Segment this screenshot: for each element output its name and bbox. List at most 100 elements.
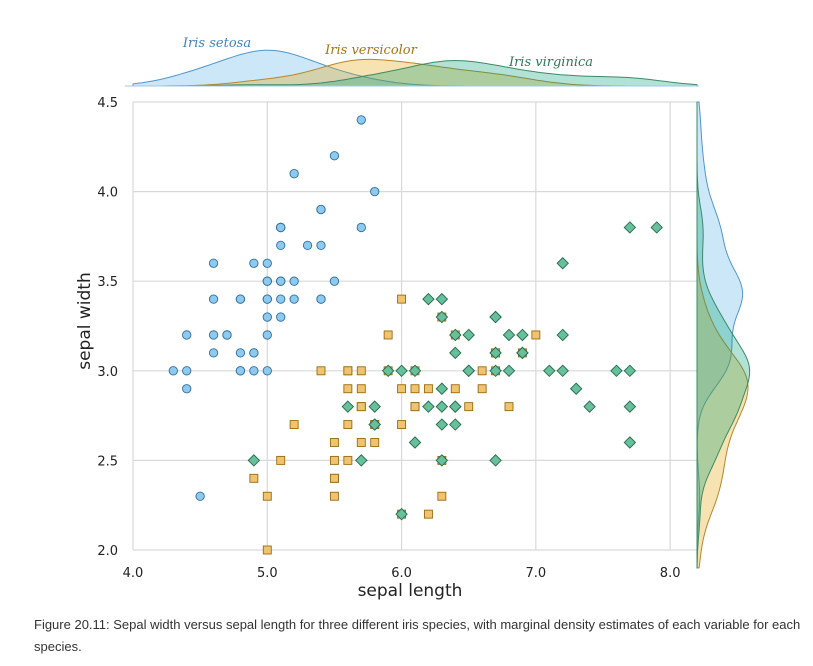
point-setosa (329, 151, 340, 161)
point-setosa (222, 330, 232, 340)
point-setosa (249, 366, 259, 376)
point-setosa (276, 276, 286, 286)
point-setosa (356, 222, 366, 233)
point-versicolor (262, 491, 272, 501)
point-setosa (235, 366, 246, 376)
point-versicolor (289, 420, 299, 430)
point-virginica (435, 292, 449, 306)
point-versicolor (356, 384, 366, 394)
point-setosa (262, 366, 272, 376)
point-versicolor (343, 366, 353, 376)
y-axis-title: sepal width (75, 272, 95, 370)
point-virginica (408, 364, 422, 378)
point-virginica (610, 364, 623, 378)
point-setosa (208, 330, 219, 340)
point-virginica (502, 328, 516, 342)
point-setosa (262, 312, 272, 322)
point-virginica (368, 418, 381, 431)
y-tick-label: 2.0 (97, 544, 118, 559)
y-tick-label: 4.0 (97, 186, 118, 201)
point-setosa (276, 222, 286, 233)
point-virginica (516, 346, 529, 360)
point-versicolor (383, 330, 393, 340)
point-virginica (368, 400, 381, 413)
y-tick-label: 2.5 (97, 454, 118, 469)
point-versicolor (370, 438, 380, 447)
x-axis-title: sepal length (358, 581, 463, 601)
point-setosa (235, 348, 246, 358)
point-versicolor (329, 473, 339, 483)
top-marginal-density (125, 49, 699, 87)
point-setosa (262, 330, 272, 340)
point-versicolor (343, 384, 353, 394)
point-virginica (408, 436, 422, 449)
point-setosa (356, 115, 366, 125)
density-y-virginica (696, 102, 751, 569)
point-versicolor (316, 366, 326, 376)
point-setosa (208, 258, 219, 268)
point-virginica (556, 364, 569, 378)
point-setosa (316, 294, 326, 304)
point-setosa (249, 348, 259, 358)
point-virginica (489, 364, 502, 378)
point-versicolor (356, 366, 366, 376)
point-setosa (195, 491, 205, 501)
point-versicolor (437, 491, 447, 501)
point-virginica (381, 364, 395, 378)
point-setosa (316, 240, 326, 251)
point-versicolor (477, 384, 487, 394)
point-virginica (623, 400, 637, 413)
point-virginica (449, 418, 462, 431)
right-marginal-density (696, 101, 751, 569)
grid-lines (132, 101, 697, 551)
point-setosa (276, 294, 286, 304)
point-virginica (623, 221, 637, 234)
point-virginica (556, 328, 569, 342)
point-virginica (395, 364, 408, 378)
point-setosa (370, 186, 380, 197)
point-virginica (422, 292, 435, 306)
point-setosa (249, 258, 259, 268)
point-setosa (289, 294, 299, 304)
point-virginica (502, 364, 516, 378)
point-virginica (623, 364, 637, 378)
point-virginica (341, 400, 355, 413)
point-virginica (355, 454, 368, 467)
point-virginica (435, 382, 449, 395)
point-setosa (276, 312, 286, 322)
point-versicolor (276, 455, 286, 465)
point-virginica (650, 221, 663, 234)
point-versicolor (504, 402, 514, 412)
point-setosa (208, 294, 219, 304)
point-setosa (316, 204, 326, 215)
point-virginica (395, 507, 408, 521)
point-virginica (569, 382, 583, 395)
point-versicolor (356, 438, 366, 447)
series-label-setosa: Iris setosa (182, 36, 251, 51)
point-versicolor (343, 455, 353, 465)
point-virginica (623, 436, 637, 449)
point-virginica (462, 364, 475, 378)
point-versicolor (531, 330, 541, 340)
y-tick-label: 3.0 (97, 365, 118, 380)
point-virginica (435, 418, 449, 431)
y-tick-label: 4.5 (97, 96, 118, 111)
point-virginica (449, 400, 462, 413)
x-tick-label: 6.0 (391, 566, 412, 581)
data-points (168, 115, 663, 555)
point-versicolor (343, 420, 353, 430)
point-setosa (208, 348, 219, 358)
point-virginica (449, 346, 462, 360)
point-versicolor (423, 509, 433, 519)
point-versicolor (450, 384, 460, 394)
point-setosa (182, 384, 192, 394)
point-setosa (329, 276, 340, 286)
point-versicolor (329, 491, 339, 501)
x-tick-label: 4.0 (123, 566, 144, 581)
point-virginica (516, 328, 529, 342)
point-versicolor (356, 402, 366, 412)
point-setosa (182, 366, 192, 376)
density-x-virginica (133, 60, 698, 87)
point-setosa (289, 169, 299, 179)
point-setosa (262, 276, 272, 286)
